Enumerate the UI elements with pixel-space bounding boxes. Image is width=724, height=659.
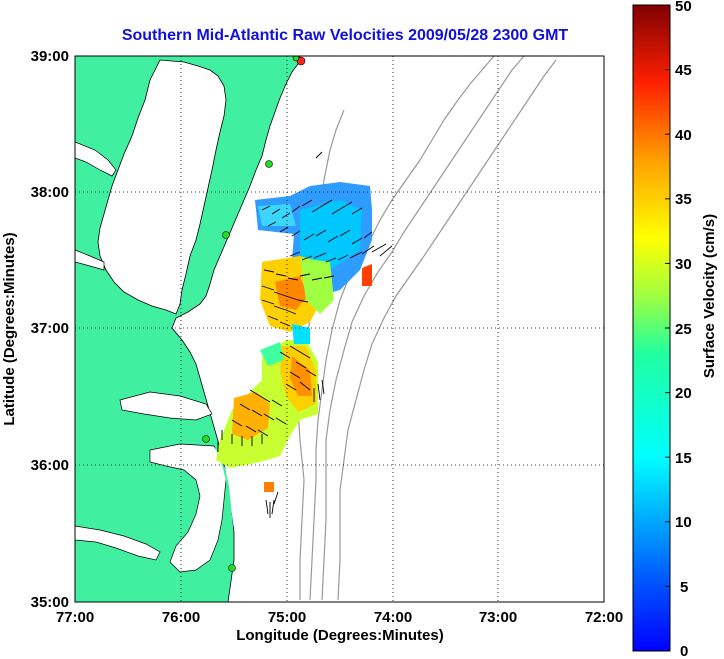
map-title: Southern Mid-Atlantic Raw Velocities 200… bbox=[122, 27, 569, 44]
x-axis-label: Longitude (Degrees:Minutes) bbox=[236, 627, 444, 644]
colorbar-tick-label: 45 bbox=[675, 62, 692, 79]
lat-tick: 38:00 bbox=[31, 184, 69, 201]
lon-tick: 75:00 bbox=[268, 609, 306, 626]
colorbar-tick-label: 0 bbox=[680, 643, 688, 659]
colorbar-tick-label: 25 bbox=[675, 321, 692, 338]
station-marker bbox=[222, 231, 230, 239]
station-marker bbox=[202, 435, 210, 443]
y-axis-label: Latitude (Degrees:Minutes) bbox=[1, 232, 18, 425]
station-marker bbox=[265, 160, 273, 168]
lat-tick: 35:00 bbox=[31, 594, 69, 611]
lon-tick-labels: 77:00 76:00 75:00 74:00 73:00 72:00 bbox=[56, 609, 623, 626]
colorbar-tick-label: 20 bbox=[675, 385, 692, 402]
lon-tick: 77:00 bbox=[56, 609, 94, 626]
barrier-island-outer bbox=[204, 419, 233, 587]
lon-tick: 76:00 bbox=[162, 609, 200, 626]
lat-tick-labels: 39:00 38:00 37:00 36:00 35:00 bbox=[31, 48, 69, 611]
station-marker bbox=[292, 56, 300, 62]
potomac-river bbox=[75, 141, 117, 177]
lat-tick: 37:00 bbox=[31, 320, 69, 337]
colorbar-tick-label: 40 bbox=[675, 127, 692, 144]
colorbar-label: Surface Velocity (cm/s) bbox=[701, 214, 718, 378]
colorbar-tick-label: 5 bbox=[680, 579, 688, 596]
graticule bbox=[75, 56, 604, 602]
colorbar-tick-label: 10 bbox=[675, 514, 692, 531]
york-river bbox=[75, 249, 105, 271]
plot-area bbox=[74, 55, 605, 603]
hf-radar-stations bbox=[202, 56, 306, 572]
velocity-field bbox=[216, 182, 372, 492]
lat-tick: 39:00 bbox=[31, 48, 69, 65]
colorbar-tick-label: 15 bbox=[675, 450, 692, 467]
station-marker bbox=[228, 564, 236, 572]
colorbar: 50 45 40 35 30 25 20 15 10 5 0 Surface V… bbox=[632, 0, 718, 659]
colorbar-tick-label: 30 bbox=[675, 256, 692, 273]
lat-tick: 36:00 bbox=[31, 457, 69, 474]
chesapeake-bay bbox=[97, 59, 227, 315]
albemarle-sound bbox=[119, 391, 213, 421]
lon-tick: 74:00 bbox=[374, 609, 412, 626]
lon-tick: 73:00 bbox=[479, 609, 517, 626]
colorbar-tick-label: 35 bbox=[675, 191, 692, 208]
colorbar-tick-label: 50 bbox=[675, 0, 692, 15]
lon-tick: 72:00 bbox=[585, 609, 623, 626]
velocity-vectors bbox=[217, 151, 393, 518]
neuse-river bbox=[75, 525, 161, 561]
colorbar-gradient bbox=[632, 4, 671, 652]
colorbar-ticks bbox=[665, 4, 670, 587]
pamlico-sound bbox=[149, 443, 227, 573]
